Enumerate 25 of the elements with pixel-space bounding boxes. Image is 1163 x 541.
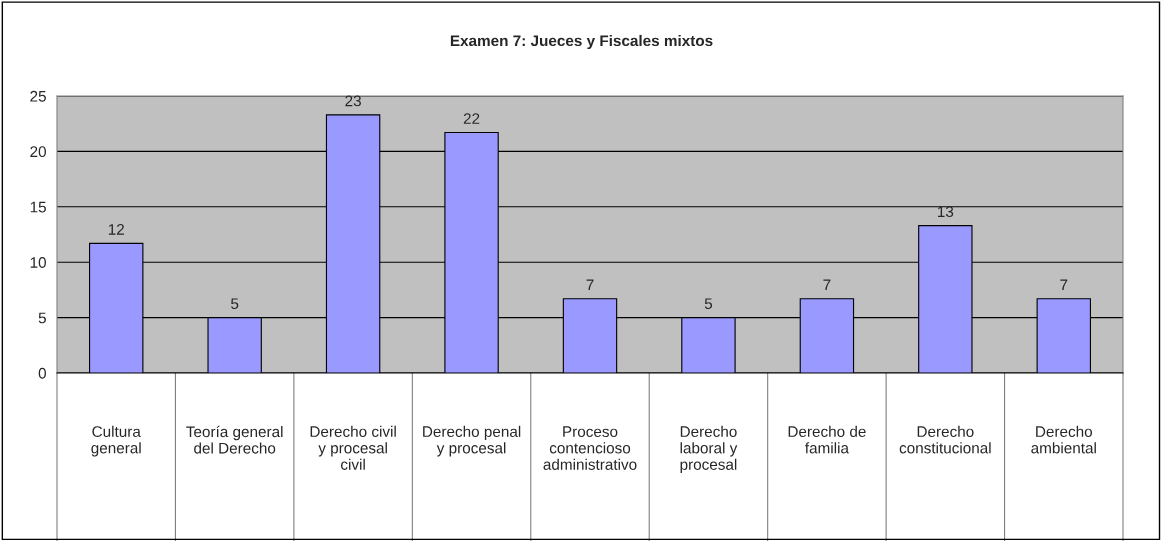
data-label: 12 <box>108 223 124 235</box>
x-tick-label: Teoría general del Derecho <box>186 425 283 454</box>
x-tick-label: Derecho de familia <box>788 425 866 454</box>
y-tick-label: 25 <box>30 90 46 102</box>
x-tick-label: Derecho constitucional <box>899 425 991 454</box>
y-tick-label: 10 <box>30 257 46 268</box>
y-tick-label: 20 <box>30 146 46 158</box>
data-label: 5 <box>704 298 713 310</box>
chart-title: Examen 7: Jueces y Fiscales mixtos <box>450 34 713 50</box>
y-tick-label: 15 <box>30 201 46 213</box>
data-label: 5 <box>231 298 239 310</box>
x-tick-label: Derecho civil y procesal civil <box>310 425 396 470</box>
x-tick-label: Derecho ambiental <box>1031 425 1096 454</box>
data-label: 23 <box>345 95 361 107</box>
x-tick-label: Proceso contencioso administrativo <box>543 426 637 470</box>
data-label: 13 <box>938 206 954 218</box>
data-label: 7 <box>586 279 594 291</box>
data-label: 7 <box>823 279 831 291</box>
x-tick-label: Derecho laboral y procesal <box>680 425 738 473</box>
y-tick-label: 0 <box>38 367 46 379</box>
y-tick-label: 5 <box>38 312 46 324</box>
data-label: 7 <box>1060 279 1068 291</box>
data-label: 22 <box>463 113 480 124</box>
x-tick-label: Cultura general <box>91 425 141 457</box>
x-tick-label: Derecho penal y procesal <box>423 425 521 457</box>
